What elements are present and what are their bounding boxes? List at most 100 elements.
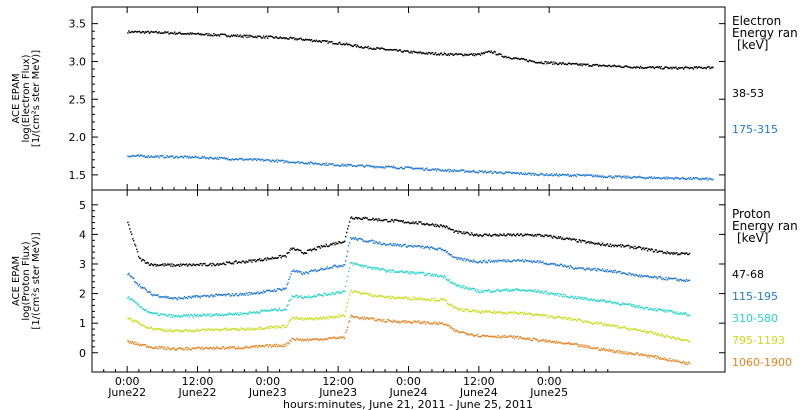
data-point [428, 321, 430, 324]
data-point [683, 339, 685, 342]
data-point [330, 163, 332, 165]
data-point [402, 297, 404, 299]
data-point [145, 346, 148, 348]
data-point [279, 309, 281, 311]
data-point [432, 53, 435, 56]
data-point [212, 35, 214, 37]
data-point [612, 324, 615, 326]
data-point [571, 295, 573, 298]
data-point [250, 158, 252, 160]
data-point [447, 303, 449, 305]
data-point [443, 170, 446, 172]
data-point [600, 299, 602, 301]
data-point [689, 176, 692, 179]
data-point [665, 334, 667, 336]
data-point [171, 155, 173, 158]
data-point [228, 312, 231, 314]
data-point [508, 233, 510, 235]
data-point [621, 272, 623, 275]
data-point [364, 292, 366, 294]
data-point [305, 252, 307, 254]
data-point [588, 267, 590, 269]
data-point [290, 298, 292, 300]
data-point [202, 34, 204, 36]
data-point [674, 177, 676, 180]
data-point [436, 224, 439, 226]
data-point [441, 322, 444, 324]
data-point [306, 338, 309, 340]
data-point [571, 266, 573, 269]
data-point [642, 308, 645, 310]
data-point [527, 290, 530, 292]
data-point [127, 317, 129, 320]
data-point [138, 283, 141, 286]
data-point [516, 259, 519, 261]
data-point [411, 298, 413, 301]
data-point [477, 290, 480, 293]
data-point [432, 322, 435, 324]
data-point [599, 243, 601, 245]
data-point [154, 263, 156, 266]
data-point [268, 258, 271, 260]
data-point [543, 339, 545, 342]
data-point [494, 290, 496, 293]
data-point [459, 332, 461, 334]
data-point [394, 167, 397, 169]
data-point [298, 318, 300, 320]
data-point [156, 264, 158, 266]
data-point [554, 63, 556, 65]
data-point [398, 168, 401, 170]
data-point [340, 43, 342, 45]
data-point [202, 263, 204, 265]
data-point [494, 51, 496, 53]
data-point [622, 302, 624, 304]
data-point [153, 347, 155, 349]
data-point [477, 261, 480, 263]
data-point [316, 246, 319, 248]
data-point [466, 231, 468, 233]
data-point [666, 279, 668, 281]
data-point [549, 173, 551, 176]
data-point [383, 167, 385, 169]
data-point [285, 161, 287, 163]
data-point [510, 260, 512, 263]
data-point [340, 336, 342, 338]
data-point [489, 311, 491, 313]
data-point [514, 259, 516, 261]
data-point [357, 291, 360, 293]
data-point [177, 157, 179, 159]
data-point [222, 328, 225, 330]
data-point [305, 318, 308, 321]
data-point [346, 255, 348, 257]
data-point [605, 325, 608, 327]
data-point [412, 168, 414, 170]
data-point [242, 312, 244, 314]
data-point [659, 276, 661, 278]
data-point [151, 312, 153, 315]
data-point [215, 264, 217, 267]
data-point [382, 243, 384, 246]
data-point [499, 53, 501, 55]
data-point [308, 249, 311, 251]
data-point [539, 173, 541, 176]
data-point [289, 162, 291, 164]
data-point [446, 226, 448, 228]
data-point [502, 335, 504, 337]
data-point [479, 260, 482, 262]
data-point [600, 349, 602, 352]
data-point [440, 298, 443, 300]
data-point [671, 336, 673, 339]
data-point [674, 337, 676, 339]
data-point [305, 39, 308, 41]
data-point [546, 173, 548, 175]
data-point [514, 311, 516, 313]
data-point [630, 305, 632, 307]
data-point [393, 48, 396, 51]
data-point [300, 37, 302, 39]
data-point [326, 266, 328, 268]
data-point [626, 177, 628, 179]
data-point [644, 178, 647, 180]
data-point [562, 62, 565, 64]
data-point [583, 240, 585, 242]
data-point [400, 270, 403, 272]
